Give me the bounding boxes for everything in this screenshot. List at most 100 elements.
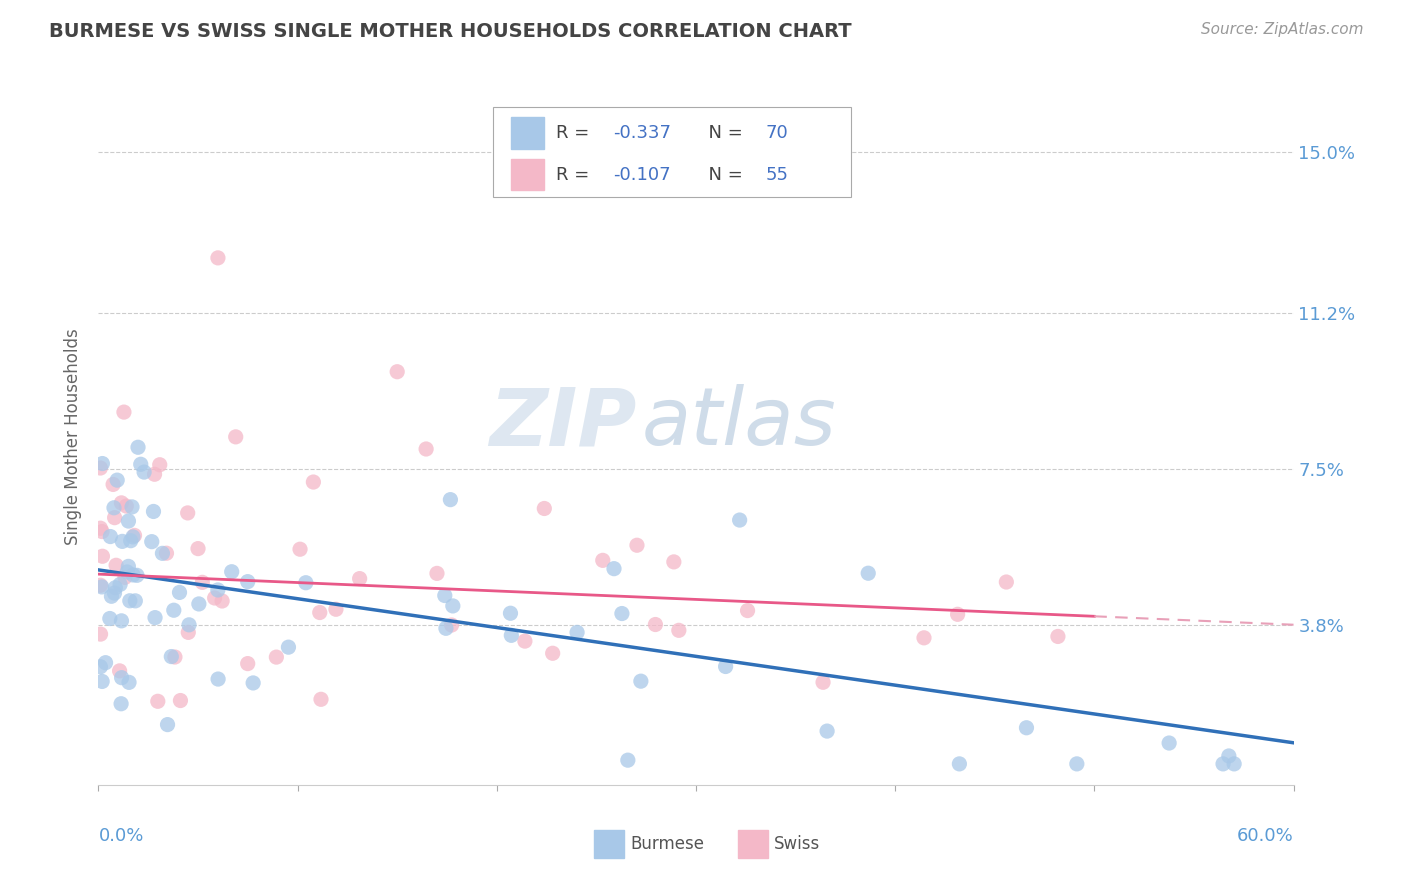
Point [94,656,117,670]
Point [152,546,174,560]
Point [309,692,332,706]
Point [91,674,114,689]
Point [163,603,186,617]
Point [1218,748,1240,763]
Point [236,574,259,589]
Point [288,542,311,557]
Text: -0.107: -0.107 [613,166,671,184]
Point [308,606,330,620]
Point [108,577,131,591]
Point [440,618,463,632]
FancyBboxPatch shape [738,830,768,858]
Text: N =: N = [697,166,748,184]
Point [143,467,166,482]
Point [385,365,409,379]
Point [114,570,136,584]
Text: BURMESE VS SWISS SINGLE MOTHER HOUSEHOLDS CORRELATION CHART: BURMESE VS SWISS SINGLE MOTHER HOUSEHOLD… [49,22,852,41]
Point [728,513,751,527]
Point [101,477,124,491]
Point [187,541,209,556]
Point [112,405,135,419]
Point [204,591,226,605]
Text: ZIP: ZIP [489,384,637,462]
Point [426,566,449,581]
Point [501,628,523,642]
Point [349,572,371,586]
Point [1212,756,1234,771]
Point [110,671,132,685]
Point [89,659,111,673]
Point [89,461,111,475]
Text: N =: N = [697,124,748,142]
Point [610,607,633,621]
Point [533,501,555,516]
Point [187,597,209,611]
Point [541,646,564,660]
FancyBboxPatch shape [510,159,544,190]
Point [169,693,191,707]
Point [995,574,1018,589]
Point [143,610,166,624]
Point [1046,630,1069,644]
Point [160,649,183,664]
Point [117,514,139,528]
Text: 60.0%: 60.0% [1237,827,1294,845]
Point [100,530,122,544]
Point [302,475,325,489]
Point [1223,756,1246,771]
Point [1066,756,1088,771]
Text: R =: R = [557,166,595,184]
Point [129,458,152,472]
Point [90,580,112,594]
Point [90,627,112,641]
Point [122,530,145,544]
Point [169,585,191,599]
Text: Burmese: Burmese [630,835,704,853]
Point [110,697,132,711]
Point [499,606,522,620]
Point [118,594,141,608]
Point [441,599,464,613]
Point [592,553,614,567]
Point [103,500,125,515]
Point [225,430,247,444]
Point [125,568,148,582]
Point [118,675,141,690]
Point [156,717,179,731]
Point [134,465,156,479]
Point [439,492,461,507]
Point [211,594,233,608]
Point [103,586,125,600]
Point [325,602,347,616]
Point [207,582,229,597]
Point [948,756,970,771]
Text: -0.337: -0.337 [613,124,672,142]
Point [117,559,139,574]
Text: R =: R = [557,124,595,142]
Point [105,473,128,487]
Point [104,581,127,595]
Point [121,500,143,514]
Point [115,565,138,579]
Point [912,631,935,645]
Point [110,614,132,628]
Point [811,675,834,690]
Point [163,650,186,665]
Point [644,617,666,632]
FancyBboxPatch shape [510,118,544,149]
Point [124,594,146,608]
Point [236,657,259,671]
Point [415,442,437,456]
Point [221,565,243,579]
Point [242,676,264,690]
Point [91,549,114,564]
Point [603,562,626,576]
Point [668,624,690,638]
Point [266,650,288,665]
FancyBboxPatch shape [595,830,624,858]
Point [1015,721,1038,735]
Point [89,521,111,535]
Point [177,625,200,640]
Point [91,524,114,539]
Text: 55: 55 [765,166,789,184]
